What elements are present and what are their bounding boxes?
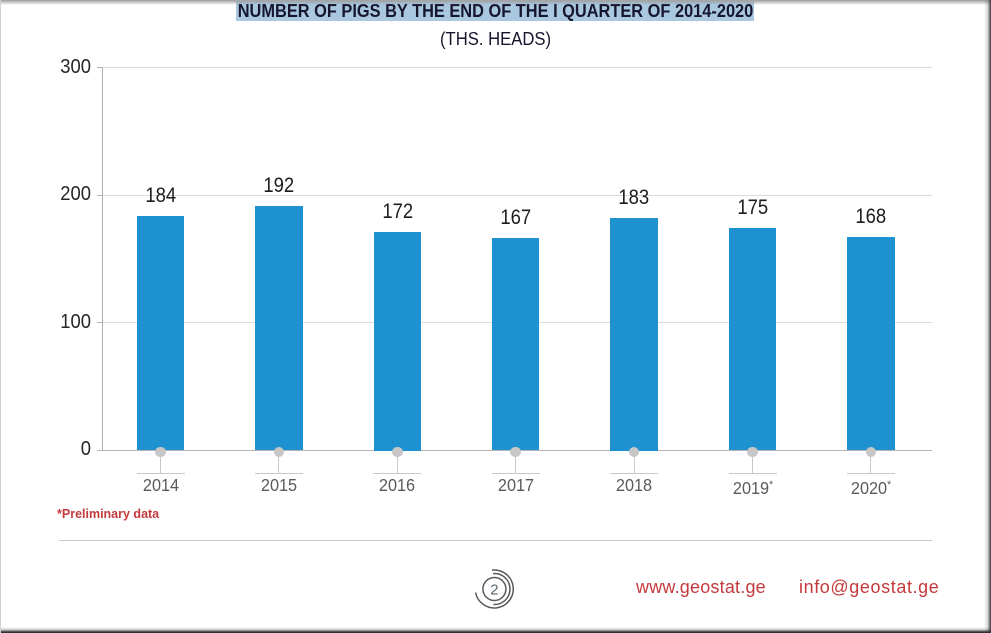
svg-text:2: 2 (490, 582, 498, 599)
